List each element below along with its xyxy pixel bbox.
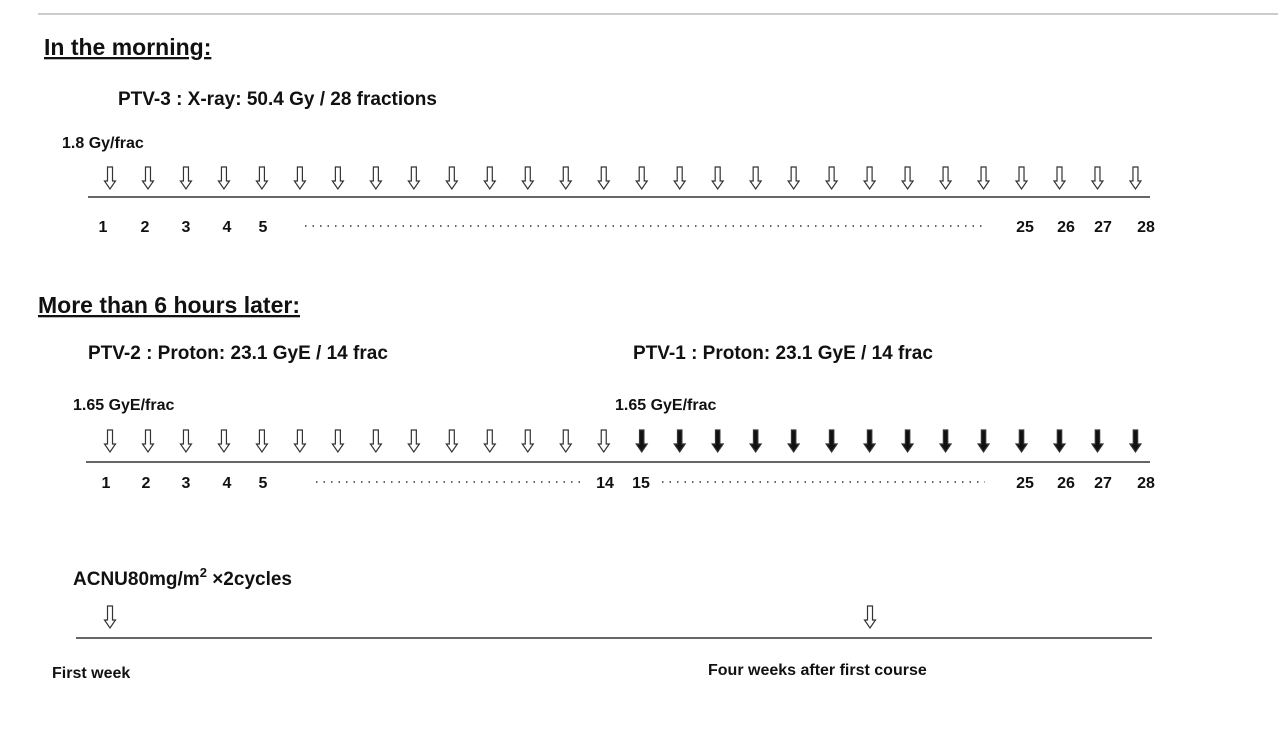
arrow <box>673 166 687 191</box>
arrow <box>1014 166 1029 191</box>
arrow <box>1090 166 1105 191</box>
arrow <box>103 605 117 630</box>
arrow <box>635 166 649 191</box>
timepoint-label: First week <box>52 665 130 682</box>
arrow <box>1052 429 1067 454</box>
plan-label: PTV-1 : Proton: 23.1 GyE / 14 frac <box>633 343 933 364</box>
arrow <box>673 429 687 454</box>
arrow <box>786 166 801 191</box>
arrow <box>521 166 535 191</box>
arrow <box>862 166 877 191</box>
dose-label: 1.65 GyE/frac <box>615 397 717 414</box>
fraction-label: 27 <box>1094 475 1112 492</box>
arrow <box>103 429 117 454</box>
arrow <box>597 429 611 454</box>
arrow <box>786 429 801 454</box>
arrow <box>976 429 991 454</box>
arrow <box>863 605 877 630</box>
arrow <box>407 166 421 191</box>
timepoint-label: Four weeks after first course <box>708 662 927 679</box>
arrow <box>179 166 193 191</box>
arrow <box>141 166 155 191</box>
arrow <box>749 166 763 191</box>
fraction-label: 15 <box>632 475 650 492</box>
arrow <box>1128 429 1143 454</box>
arrow <box>407 429 421 454</box>
arrow <box>217 429 231 454</box>
fraction-label: 4 <box>223 219 232 236</box>
arrow <box>1014 429 1029 454</box>
fraction-label: 3 <box>182 219 191 236</box>
dose-label: 1.8 Gy/frac <box>62 135 144 152</box>
superscript: 2 <box>200 565 207 580</box>
arrow <box>900 166 915 191</box>
fraction-label: 5 <box>259 219 268 236</box>
fraction-label: 28 <box>1137 475 1155 492</box>
fraction-label: 25 <box>1016 219 1034 236</box>
arrow <box>369 429 383 454</box>
arrow <box>293 429 307 454</box>
arrow <box>976 166 991 191</box>
arrow <box>824 166 839 191</box>
fraction-label: 1 <box>99 219 108 236</box>
arrow <box>559 166 573 191</box>
arrow <box>862 429 877 454</box>
fraction-label: 5 <box>259 475 268 492</box>
arrow <box>217 166 231 191</box>
arrow <box>597 166 611 191</box>
arrow <box>900 429 915 454</box>
plan-label: PTV-2 : Proton: 23.1 GyE / 14 frac <box>88 343 388 364</box>
arrow <box>1052 166 1067 191</box>
fraction-label: 26 <box>1057 475 1075 492</box>
fraction-label: 14 <box>596 475 614 492</box>
fraction-label: 1 <box>102 475 111 492</box>
arrow <box>938 429 953 454</box>
arrow <box>445 166 459 191</box>
arrow <box>445 429 459 454</box>
arrow <box>483 166 497 191</box>
fraction-label: 28 <box>1137 219 1155 236</box>
arrow <box>483 429 497 454</box>
arrow <box>938 166 953 191</box>
arrow <box>521 429 535 454</box>
arrow <box>369 166 383 191</box>
arrow <box>824 429 839 454</box>
heading: More than 6 hours later: <box>38 292 300 318</box>
fraction-label: 3 <box>182 475 191 492</box>
arrow <box>255 166 269 191</box>
fraction-label: 27 <box>1094 219 1112 236</box>
chemo-text: ACNU80mg/m <box>73 569 200 590</box>
arrow <box>179 429 193 454</box>
fraction-label: 2 <box>142 475 151 492</box>
arrow <box>1128 166 1143 191</box>
fraction-label: 25 <box>1016 475 1034 492</box>
arrow <box>749 429 763 454</box>
arrow <box>635 429 649 454</box>
arrow <box>711 429 725 454</box>
arrow <box>711 166 725 191</box>
chemo-text: ×2cycles <box>207 569 292 590</box>
fraction-label: 26 <box>1057 219 1075 236</box>
plan-label: PTV-3 : X-ray: 50.4 Gy / 28 fractions <box>118 89 437 110</box>
arrow <box>331 166 345 191</box>
chemo-label: ACNU80mg/m2 ×2cycles <box>73 565 292 590</box>
arrow <box>293 166 307 191</box>
fraction-label: 2 <box>141 219 150 236</box>
dose-label: 1.65 GyE/frac <box>73 397 175 414</box>
arrow <box>255 429 269 454</box>
arrow <box>559 429 573 454</box>
arrow <box>331 429 345 454</box>
arrow <box>103 166 117 191</box>
heading: In the morning: <box>44 34 211 60</box>
arrow <box>1090 429 1105 454</box>
arrow <box>141 429 155 454</box>
fraction-label: 4 <box>223 475 232 492</box>
